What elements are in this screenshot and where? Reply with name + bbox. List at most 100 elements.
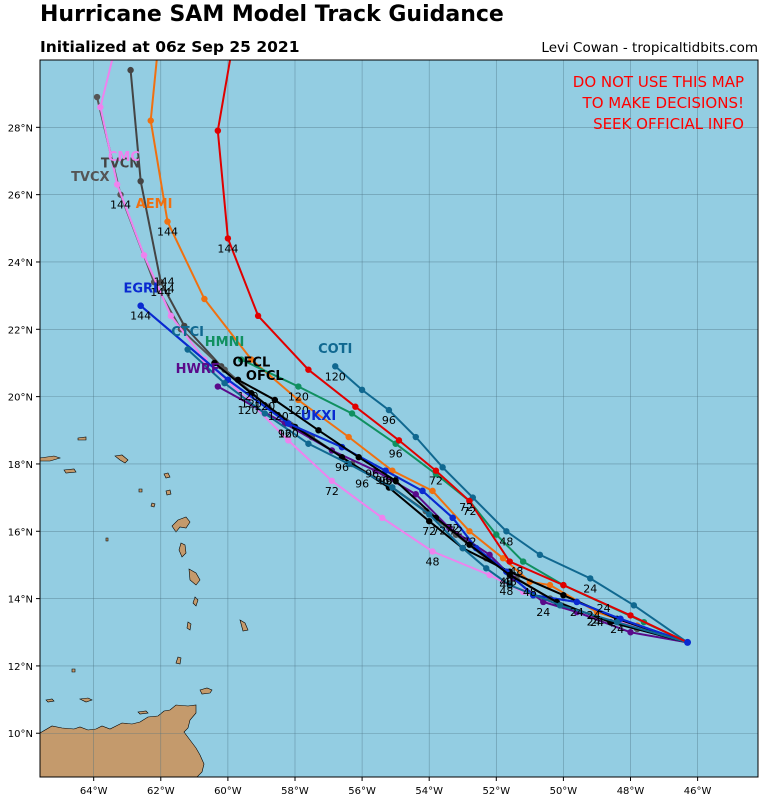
track-point-aemi <box>248 356 255 363</box>
forecast-hour-label: 72 <box>432 525 446 538</box>
track-point-tvcn <box>127 66 134 74</box>
forecast-hour-label: 120 <box>241 397 262 410</box>
track-point-cmc <box>113 181 121 188</box>
track-point-hmni <box>519 558 527 565</box>
track-point-coti <box>536 551 544 559</box>
forecast-hour-label: 96 <box>382 414 396 427</box>
disclaimer-warning: DO NOT USE THIS MAP TO MAKE DECISIONS! SEE… <box>573 73 744 133</box>
track-point-ofcl <box>355 454 362 461</box>
forecast-hour-label: 96 <box>379 475 393 488</box>
track-point-hmni <box>348 410 356 417</box>
track-point-gfsi <box>560 581 567 589</box>
track-point-hwrf <box>540 598 547 606</box>
model-name-tvcn: TVCN <box>101 157 140 172</box>
track-point-hmni <box>238 356 245 363</box>
puerto-rico-east <box>40 455 61 462</box>
track-point-aemi <box>154 50 160 56</box>
forecast-hour-label: 24 <box>610 623 624 636</box>
forecast-hour-label: 96 <box>278 428 292 441</box>
forecast-hour-label: 96 <box>375 474 389 487</box>
track-point-coti <box>332 363 339 370</box>
track-point-aemi <box>345 433 352 441</box>
track-point-ofcl <box>234 376 242 383</box>
latitude-axis: 10°N 12°N 14°N 16°N 18°N 20°N 22°N 24°N 26°N 28°N <box>8 123 40 740</box>
track-point-ofcl <box>211 359 218 367</box>
track-point-aemi <box>295 396 302 404</box>
model-name-hwrf: HWRF <box>176 362 220 377</box>
model-name-egri: EGRI <box>123 281 157 296</box>
track-point-gfsi <box>254 312 262 320</box>
model-name-cmc: CMC <box>108 150 140 165</box>
y-tick-label: 10°N <box>8 729 33 740</box>
y-tick-label: 28°N <box>8 123 33 134</box>
x-tick-label: 48°W <box>617 786 645 797</box>
y-tick-label: 12°N <box>8 662 33 673</box>
track-point-cmc <box>486 571 493 579</box>
track-point-ctci <box>261 410 268 417</box>
track-point-egri <box>285 420 292 427</box>
forecast-hour-label: 96 <box>355 478 369 491</box>
curacao-island <box>78 697 93 703</box>
x-tick-label: 52°W <box>482 786 510 797</box>
forecast-hour-label: 48 <box>499 576 513 589</box>
track-point-hmni <box>295 383 302 390</box>
track-point-gfsi <box>432 467 440 474</box>
model-tracks <box>93 50 692 646</box>
track-point-gfsi <box>352 403 359 410</box>
track-point-coti <box>358 386 366 394</box>
forecast-hour-label: 96 <box>389 448 403 461</box>
credit-text: Levi Cowan - tropicaltidbits.com <box>541 40 758 56</box>
track-point-ofcl <box>560 592 567 599</box>
forecast-hour-label: 24 <box>587 609 601 622</box>
track-point-gfsi <box>228 50 234 56</box>
map-frame <box>39 59 759 778</box>
x-tick-label: 50°W <box>550 786 578 797</box>
lat-lon-grid <box>40 60 758 777</box>
track-point-ctci <box>305 440 312 447</box>
model-name-coti: COTI <box>318 342 352 357</box>
warning-line: DO NOT USE THIS MAP <box>573 73 744 91</box>
track-point-gfsi <box>506 558 513 565</box>
y-tick-label: 24°N <box>8 258 33 269</box>
forecast-hour-label: 24 <box>583 582 597 595</box>
track-point-coti <box>630 602 638 609</box>
model-name-ofcl: OFCL <box>232 355 270 370</box>
track-point-cmc <box>429 548 436 555</box>
montserrat-island <box>150 502 156 508</box>
track-point-gfsi <box>395 437 403 444</box>
track-point-cmc <box>167 312 175 320</box>
y-tick-label: 20°N <box>8 393 33 404</box>
model-name-hmni: HMNI <box>205 335 245 350</box>
dominica-island <box>178 542 187 558</box>
forecast-hour-label: 120 <box>268 410 289 423</box>
trinidad-island <box>199 687 213 695</box>
martinique-island <box>188 568 201 586</box>
track-point-aemi <box>466 528 473 535</box>
track-point-hmni <box>493 531 500 538</box>
track-point-ctci <box>345 460 352 468</box>
track-point-ctci <box>221 379 228 387</box>
track-point-gfsi <box>305 366 312 373</box>
track-point-ofcl <box>466 541 473 548</box>
forecast-hour-label: 144 <box>154 276 175 289</box>
track-point-aemi <box>429 487 436 495</box>
forecast-hour-label: 120 <box>278 428 299 441</box>
ocean-background <box>40 60 758 777</box>
track-point-ofcl <box>315 427 322 434</box>
track-point-aemi <box>201 295 208 303</box>
track-point-gfsi <box>466 497 473 505</box>
landmasses <box>40 436 249 777</box>
y-tick-label: 18°N <box>8 460 33 471</box>
track-point-ctci <box>556 602 564 609</box>
x-tick-label: 54°W <box>415 786 443 797</box>
y-tick-label: 16°N <box>8 527 33 538</box>
forecast-hour-label: 120 <box>238 404 259 417</box>
model-name-aemi: AEMI <box>136 197 173 212</box>
track-point-cmc <box>97 103 104 111</box>
track-point-aemi <box>389 467 396 474</box>
storm-origin-point <box>684 638 692 646</box>
forecast-hour-label: 144 <box>154 282 175 295</box>
forecast-hour-label: 96 <box>385 475 399 488</box>
forecast-hour-label: 72 <box>459 501 473 514</box>
track-point-ofcl <box>271 396 279 404</box>
